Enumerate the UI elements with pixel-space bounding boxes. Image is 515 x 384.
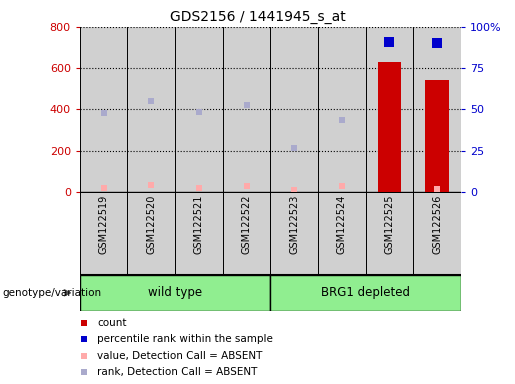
Text: GSM122520: GSM122520 [146, 194, 156, 254]
Bar [80, 275, 270, 311]
Bar [425, 79, 449, 192]
Text: value, Detection Call = ABSENT: value, Detection Call = ABSENT [97, 351, 262, 361]
Text: count: count [97, 318, 127, 328]
Bar [175, 27, 222, 192]
Text: GSM122525: GSM122525 [385, 194, 394, 254]
Text: GDS2156 / 1441945_s_at: GDS2156 / 1441945_s_at [169, 10, 346, 23]
Text: percentile rank within the sample: percentile rank within the sample [97, 334, 273, 344]
Text: GSM122526: GSM122526 [432, 194, 442, 254]
Text: BRG1 depleted: BRG1 depleted [321, 286, 410, 299]
Bar [222, 27, 270, 192]
Bar [270, 27, 318, 192]
Text: GSM122522: GSM122522 [242, 194, 251, 254]
Bar [366, 192, 413, 275]
Bar [413, 192, 461, 275]
Text: GSM122523: GSM122523 [289, 194, 299, 254]
Text: rank, Detection Call = ABSENT: rank, Detection Call = ABSENT [97, 367, 258, 377]
Bar [318, 192, 366, 275]
Text: GSM122524: GSM122524 [337, 194, 347, 254]
Bar [222, 192, 270, 275]
Text: genotype/variation: genotype/variation [3, 288, 101, 298]
Bar [80, 27, 128, 192]
Bar [413, 27, 461, 192]
Text: GSM122521: GSM122521 [194, 194, 204, 254]
Text: wild type: wild type [148, 286, 202, 299]
Bar [128, 27, 175, 192]
Bar [175, 192, 222, 275]
Bar [366, 27, 413, 192]
Bar [80, 192, 128, 275]
Bar [318, 27, 366, 192]
Bar [377, 62, 401, 192]
Bar [270, 275, 461, 311]
Bar [128, 192, 175, 275]
Text: GSM122519: GSM122519 [99, 194, 109, 254]
Bar [270, 192, 318, 275]
